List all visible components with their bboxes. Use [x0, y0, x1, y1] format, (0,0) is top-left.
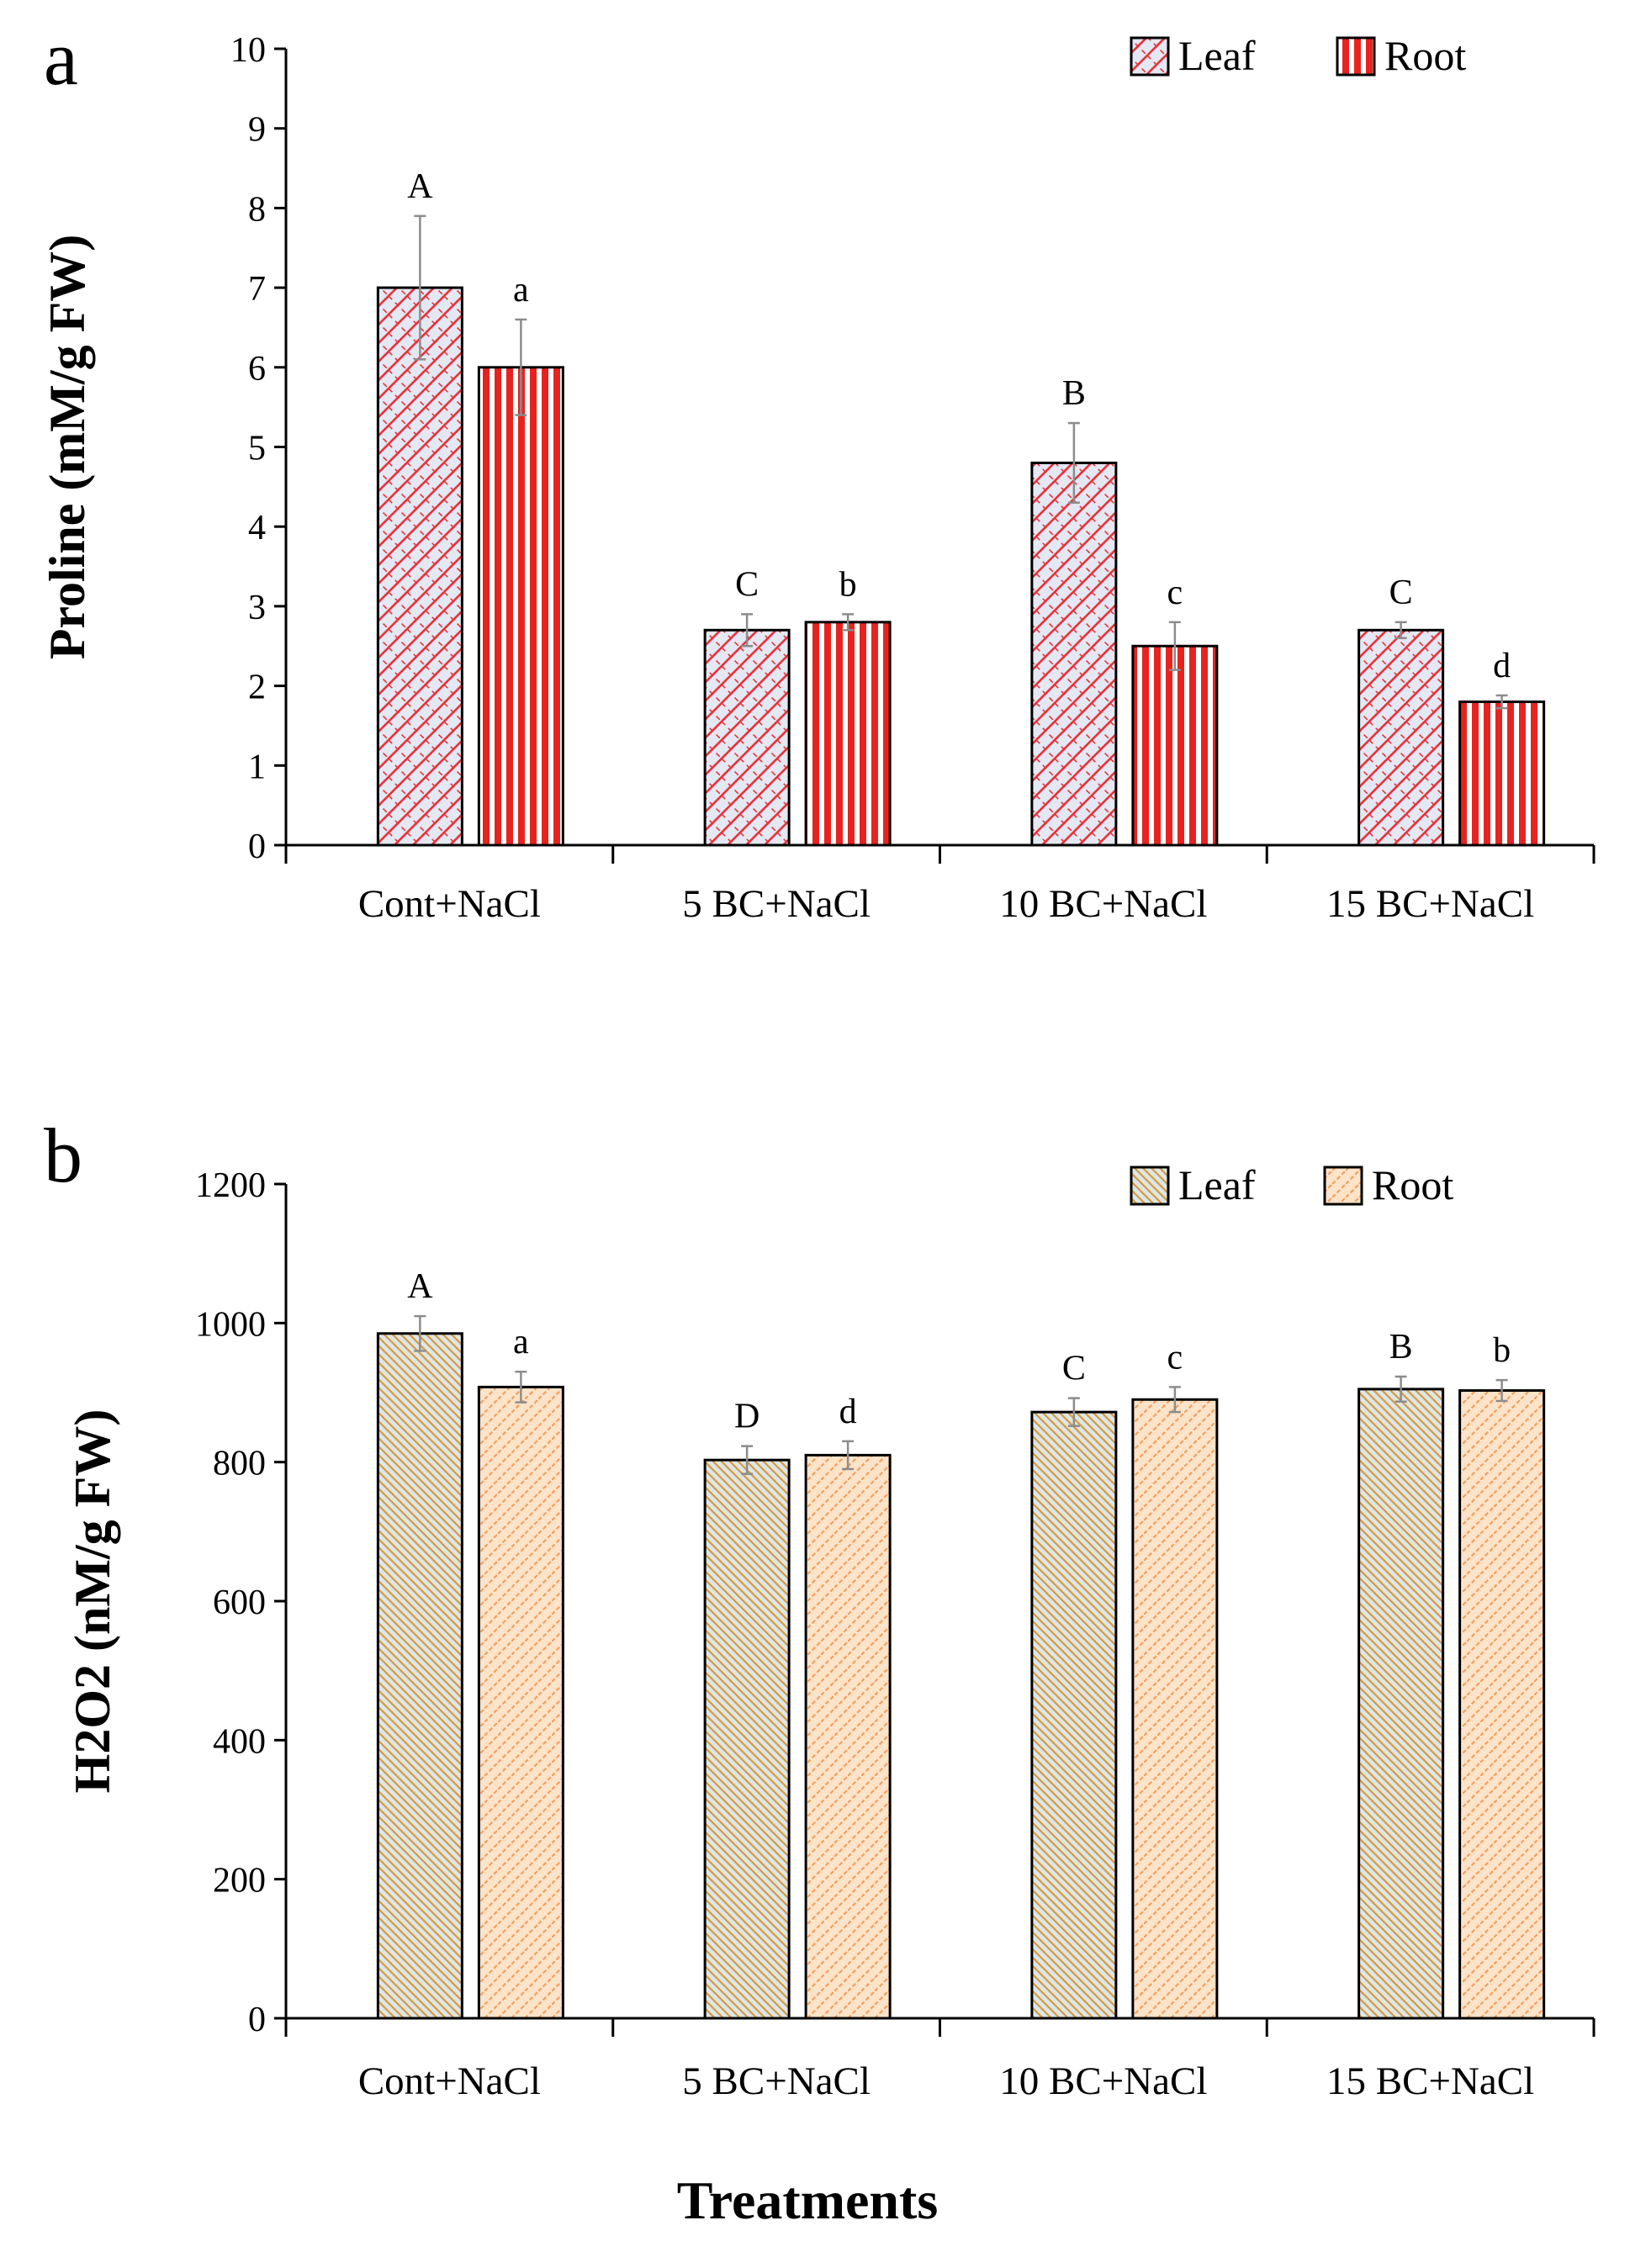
panel-a-significance-label: c [1167, 574, 1183, 612]
panel-b-significance-label: b [1493, 1331, 1511, 1370]
panel-b-bar-root [804, 1453, 892, 2020]
panel-a-category-label: Cont+NaCl [358, 882, 541, 926]
panel-a-significance-label: b [839, 565, 857, 604]
panel-b-y-tick-label: 600 [213, 1583, 266, 1622]
panel-a-significance-label: C [1389, 574, 1413, 612]
panel-b-bar-root [477, 1385, 564, 2020]
panel-a-legend-label: Leaf [1178, 32, 1256, 79]
panel-a-bar-root [1131, 644, 1219, 847]
panel-a-y-tick-label: 1 [248, 748, 266, 786]
panel-a-bar-root [1458, 700, 1546, 847]
panel-b-significance-label: d [839, 1393, 857, 1431]
panel-a-legend-label: Root [1384, 32, 1466, 79]
panel-b-y-tick-label: 0 [248, 2001, 266, 2039]
panel-a-significance-label: d [1493, 647, 1511, 685]
panel-b-y-tick-label: 1000 [195, 1305, 266, 1344]
panel-a-bar-leaf [1030, 461, 1118, 847]
panel-a-y-tick-label: 9 [248, 111, 266, 150]
panel-a-y-tick-label: 6 [248, 350, 266, 389]
panel-a-significance-label: B [1062, 374, 1086, 413]
panel-b-y-tick-label: 1200 [195, 1166, 266, 1205]
panel-a-significance-label: a [513, 271, 529, 309]
panel-a-y-tick-label: 10 [230, 31, 266, 70]
panel-a-significance-label: C [735, 565, 759, 604]
panel-b-bar-root [1458, 1389, 1546, 2020]
panel-b-legend-swatch-root [1323, 1166, 1363, 1206]
panel-b-bar-leaf [1357, 1388, 1445, 2020]
panel-b-significance-label: A [407, 1267, 433, 1306]
panel-b-chart: 0 200 400 600 800 1000 1200 Cont+NaCl 5 BC+NaCl 1… [65, 1161, 1596, 2103]
panel-a-legend-swatch-root [1336, 36, 1376, 77]
panel-b-significance-label: C [1062, 1350, 1086, 1388]
panel-a-letter: a [44, 15, 78, 101]
panel-b-letter: b [44, 1113, 82, 1198]
panel-b-legend-label: Root [1372, 1161, 1453, 1208]
panel-a-bar-leaf [1357, 628, 1445, 847]
panel-b-legend-label: Leaf [1178, 1161, 1256, 1208]
panel-a-y-tick-label: 5 [248, 430, 266, 468]
panel-b-significance-label: a [513, 1323, 529, 1361]
panel-a-y-tick-label: 3 [248, 589, 266, 627]
panel-a-category-label: 15 BC+NaCl [1326, 882, 1534, 926]
panel-b-y-tick-label: 400 [213, 1722, 266, 1761]
panel-a-bar-leaf [703, 628, 791, 847]
panel-a-category-label: 5 BC+NaCl [682, 882, 871, 926]
panel-a-y-tick-label: 7 [248, 270, 266, 309]
panel-a-bar-root [477, 366, 564, 847]
panel-a-bar-root [804, 621, 892, 847]
panel-a-y-axis-title: Proline (mM/g FW) [40, 235, 95, 659]
panel-b-significance-label: D [734, 1398, 759, 1436]
panel-b-legend-swatch-leaf [1130, 1166, 1170, 1206]
panel-b-category-label: Cont+NaCl [358, 2059, 541, 2103]
panel-b-significance-label: B [1389, 1328, 1413, 1367]
panel-a-y-tick-label: 2 [248, 669, 266, 707]
panel-b-category-label: 5 BC+NaCl [682, 2059, 871, 2103]
x-axis-title: Treatments [677, 2170, 938, 2230]
panel-a-y-tick-label: 8 [248, 190, 266, 229]
panel-b-bar-leaf [703, 1458, 791, 2020]
panel-b-category-label: 15 BC+NaCl [1326, 2059, 1534, 2103]
panel-b-bar-leaf [376, 1332, 463, 2020]
panel-a-y-tick-label: 4 [248, 509, 266, 547]
panel-b-bar-leaf [1030, 1410, 1118, 2020]
panel-b-y-tick-label: 200 [213, 1862, 266, 1901]
panel-b-y-tick-label: 800 [213, 1445, 266, 1483]
panel-a-chart: 0 1 2 3 4 5 6 7 8 9 10 Cont+NaCl 5 BC+NaCl 10 BC+NaCl… [40, 31, 1596, 926]
panel-b-y-axis-title: H2O2 (nM/g FW) [65, 1409, 120, 1794]
panel-b-category-label: 10 BC+NaCl [999, 2059, 1207, 2103]
panel-a-y-tick-label: 0 [248, 827, 266, 866]
panel-b-significance-label: c [1167, 1338, 1183, 1377]
panel-a-category-label: 10 BC+NaCl [999, 882, 1207, 926]
panel-b-bar-root [1131, 1398, 1219, 2020]
panel-a-significance-label: A [407, 167, 433, 206]
panel-a-legend-swatch-leaf [1130, 36, 1170, 77]
panel-a-bar-leaf [376, 286, 463, 847]
